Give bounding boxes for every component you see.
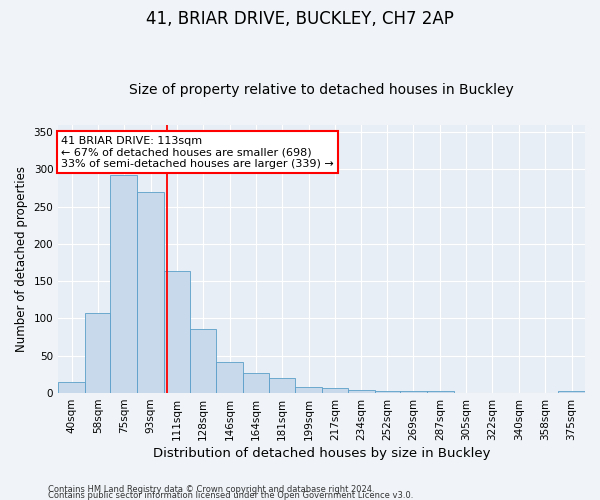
Bar	[269, 378, 295, 393]
Bar	[374, 391, 400, 393]
Text: Contains public sector information licensed under the Open Government Licence v3: Contains public sector information licen…	[48, 490, 413, 500]
Bar	[348, 390, 374, 393]
Bar	[164, 272, 190, 393]
Text: 41, BRIAR DRIVE, BUCKLEY, CH7 2AP: 41, BRIAR DRIVE, BUCKLEY, CH7 2AP	[146, 10, 454, 28]
Text: Contains HM Land Registry data © Crown copyright and database right 2024.: Contains HM Land Registry data © Crown c…	[48, 484, 374, 494]
X-axis label: Distribution of detached houses by size in Buckley: Distribution of detached houses by size …	[153, 447, 490, 460]
Bar	[190, 329, 217, 393]
Text: 41 BRIAR DRIVE: 113sqm
← 67% of detached houses are smaller (698)
33% of semi-de: 41 BRIAR DRIVE: 113sqm ← 67% of detached…	[61, 136, 334, 169]
Bar	[400, 391, 427, 393]
Bar	[322, 388, 348, 393]
Bar	[558, 391, 585, 393]
Bar	[137, 192, 164, 393]
Bar	[427, 391, 454, 393]
Bar	[110, 174, 137, 393]
Bar	[217, 362, 243, 393]
Title: Size of property relative to detached houses in Buckley: Size of property relative to detached ho…	[129, 83, 514, 97]
Y-axis label: Number of detached properties: Number of detached properties	[15, 166, 28, 352]
Bar	[243, 373, 269, 393]
Bar	[295, 387, 322, 393]
Bar	[85, 312, 110, 393]
Bar	[58, 382, 85, 393]
